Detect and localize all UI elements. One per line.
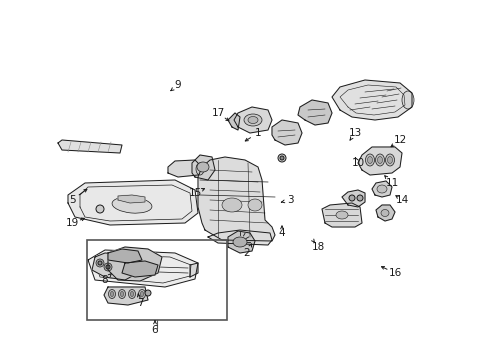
Ellipse shape [110, 292, 113, 297]
Polygon shape [198, 157, 274, 241]
Ellipse shape [247, 117, 258, 123]
Ellipse shape [108, 289, 115, 298]
Polygon shape [168, 160, 202, 177]
Polygon shape [357, 147, 401, 175]
Ellipse shape [367, 157, 372, 163]
Circle shape [145, 290, 151, 296]
Polygon shape [227, 113, 240, 130]
Circle shape [278, 154, 285, 162]
Text: 18: 18 [311, 242, 324, 252]
Ellipse shape [386, 157, 392, 163]
Polygon shape [297, 100, 331, 125]
Ellipse shape [196, 163, 203, 175]
Text: 17: 17 [211, 108, 224, 118]
Ellipse shape [401, 91, 413, 109]
Ellipse shape [385, 154, 394, 166]
Ellipse shape [232, 237, 246, 247]
Polygon shape [104, 287, 148, 305]
Ellipse shape [140, 292, 143, 297]
Text: 5: 5 [68, 195, 75, 205]
Circle shape [348, 195, 354, 201]
Polygon shape [58, 140, 122, 153]
Text: 7: 7 [137, 298, 143, 308]
Polygon shape [371, 181, 391, 197]
Text: 13: 13 [347, 128, 361, 138]
Text: 16: 16 [387, 268, 401, 278]
Polygon shape [88, 250, 198, 287]
Ellipse shape [197, 162, 208, 172]
Text: 8: 8 [102, 275, 108, 285]
Polygon shape [207, 230, 271, 245]
Polygon shape [341, 190, 364, 207]
Bar [87, 240, 226, 320]
Text: 11: 11 [385, 178, 398, 188]
Circle shape [96, 205, 104, 213]
Ellipse shape [138, 289, 145, 298]
Ellipse shape [375, 154, 384, 166]
Ellipse shape [128, 289, 135, 298]
Ellipse shape [118, 289, 125, 298]
Polygon shape [68, 180, 198, 225]
Circle shape [356, 195, 362, 201]
Polygon shape [92, 253, 140, 280]
Polygon shape [122, 261, 158, 277]
Polygon shape [108, 249, 142, 263]
Polygon shape [331, 80, 411, 120]
Ellipse shape [130, 292, 133, 297]
Polygon shape [190, 263, 198, 277]
Ellipse shape [376, 185, 386, 193]
Circle shape [96, 259, 104, 267]
Circle shape [106, 265, 110, 269]
Polygon shape [118, 195, 145, 203]
Text: 4: 4 [278, 228, 285, 238]
Text: 14: 14 [395, 195, 408, 205]
Text: 15: 15 [188, 188, 201, 198]
Polygon shape [234, 107, 271, 133]
Polygon shape [271, 120, 302, 145]
Circle shape [104, 263, 112, 271]
Text: 6: 6 [151, 325, 158, 335]
Polygon shape [375, 205, 394, 221]
Text: 1: 1 [254, 128, 261, 138]
Text: 3: 3 [286, 195, 293, 205]
Ellipse shape [222, 198, 242, 212]
Ellipse shape [120, 292, 123, 297]
Text: 9: 9 [174, 80, 181, 90]
Ellipse shape [365, 154, 374, 166]
Text: 19: 19 [65, 218, 79, 228]
Ellipse shape [112, 197, 152, 213]
Text: 12: 12 [392, 135, 406, 145]
Polygon shape [108, 247, 162, 281]
Ellipse shape [247, 199, 262, 211]
Circle shape [98, 261, 102, 265]
Ellipse shape [244, 114, 262, 126]
Polygon shape [321, 203, 361, 227]
Circle shape [280, 156, 284, 160]
Text: 2: 2 [243, 248, 250, 258]
Ellipse shape [377, 157, 382, 163]
Ellipse shape [335, 211, 347, 219]
Text: 10: 10 [351, 158, 364, 168]
Polygon shape [192, 155, 215, 180]
Polygon shape [227, 231, 254, 253]
Ellipse shape [380, 210, 388, 216]
